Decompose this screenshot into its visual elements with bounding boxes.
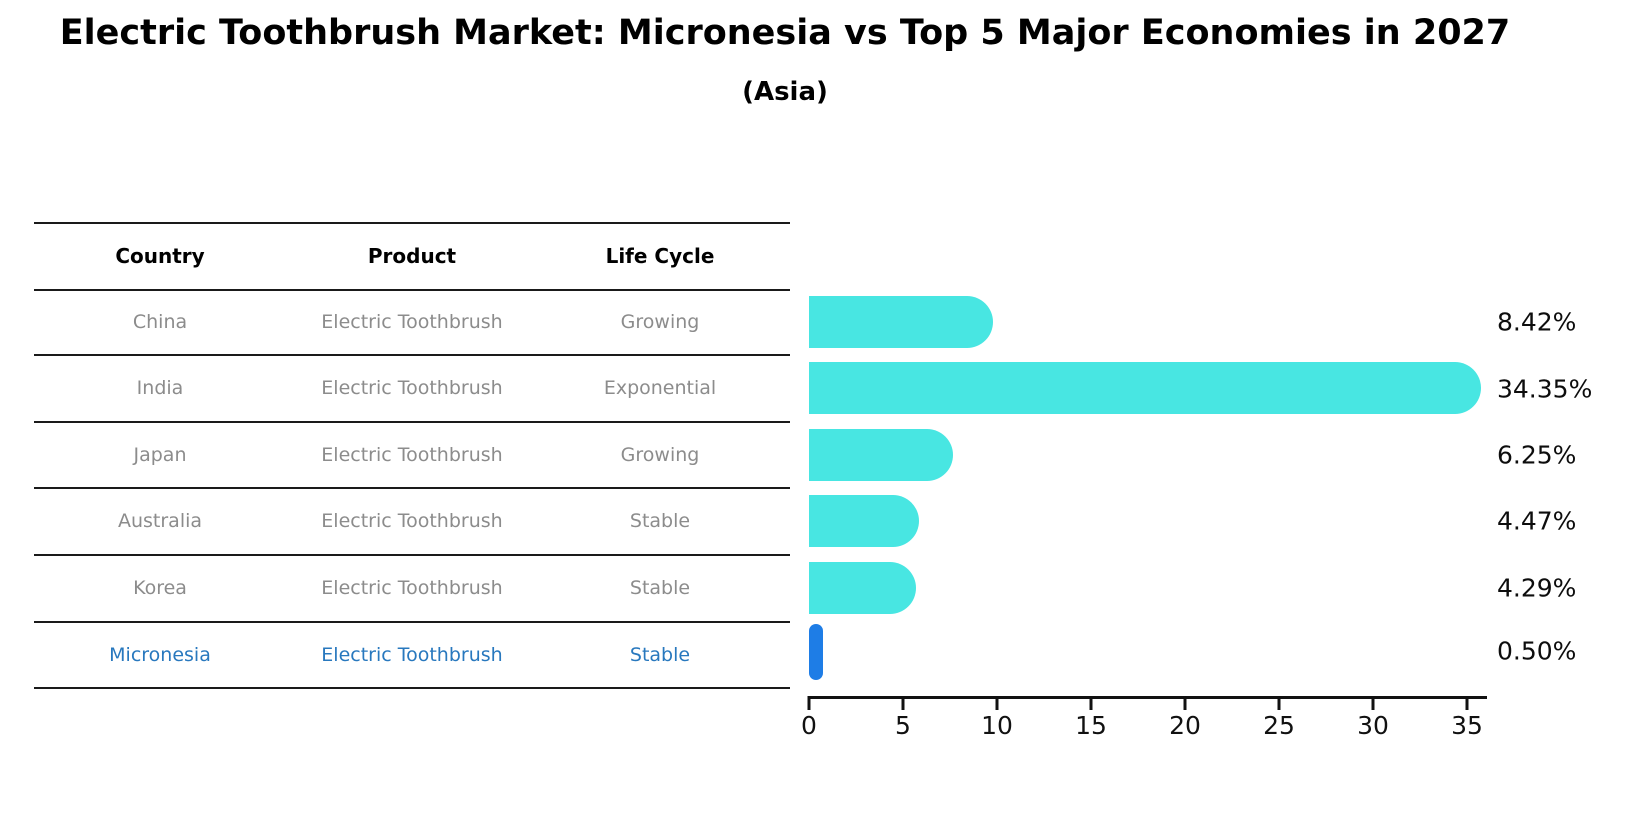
x-tick-label: 30 bbox=[1357, 711, 1389, 740]
table-rule bbox=[34, 687, 790, 689]
cell-country: Australia bbox=[117, 510, 203, 532]
table-rule bbox=[34, 354, 790, 356]
cell-product: Electric Toothbrush bbox=[321, 377, 503, 399]
table-rule bbox=[34, 487, 790, 489]
cell-lifecycle: Growing bbox=[620, 444, 700, 466]
page-title: Electric Toothbrush Market: Micronesia v… bbox=[59, 13, 1511, 53]
cell-product: Electric Toothbrush bbox=[321, 577, 503, 599]
table-rule bbox=[34, 421, 790, 423]
col-header-product: Product bbox=[367, 244, 457, 268]
value-label: 0.50% bbox=[1497, 636, 1577, 666]
cell-product-highlighted: Electric Toothbrush bbox=[321, 644, 503, 666]
x-axis-tick bbox=[1183, 696, 1187, 710]
bar-korea bbox=[809, 562, 916, 614]
x-tick-label: 15 bbox=[1075, 711, 1107, 740]
x-axis-tick bbox=[1089, 696, 1093, 710]
value-label: 6.25% bbox=[1497, 440, 1577, 470]
x-axis-tick bbox=[995, 696, 999, 710]
x-axis-line bbox=[808, 696, 1487, 699]
bar-china bbox=[809, 296, 993, 348]
table-rule bbox=[34, 554, 790, 556]
table-rule bbox=[34, 621, 790, 623]
table-rule bbox=[34, 222, 790, 224]
cell-lifecycle-highlighted: Stable bbox=[629, 644, 691, 666]
value-label: 4.29% bbox=[1497, 573, 1577, 603]
x-tick-label: 20 bbox=[1169, 711, 1201, 740]
x-axis-tick bbox=[901, 696, 905, 710]
bar-australia bbox=[809, 495, 919, 547]
value-label: 4.47% bbox=[1497, 506, 1577, 536]
page-subtitle: (Asia) bbox=[742, 77, 828, 107]
cell-product: Electric Toothbrush bbox=[321, 444, 503, 466]
value-label: 8.42% bbox=[1497, 307, 1577, 337]
value-label: 34.35% bbox=[1497, 374, 1593, 404]
cell-lifecycle: Exponential bbox=[603, 377, 717, 399]
x-axis-tick bbox=[1371, 696, 1375, 710]
col-header-lifecycle: Life Cycle bbox=[605, 244, 715, 268]
cell-country: Japan bbox=[133, 444, 187, 466]
table-rule bbox=[34, 289, 790, 291]
cell-lifecycle: Growing bbox=[620, 311, 700, 333]
bar-japan bbox=[809, 429, 953, 481]
x-tick-label: 35 bbox=[1451, 711, 1483, 740]
bar-india bbox=[809, 362, 1481, 414]
x-tick-label: 10 bbox=[981, 711, 1013, 740]
x-axis-tick bbox=[1465, 696, 1469, 710]
col-header-country: Country bbox=[115, 244, 205, 268]
x-tick-label: 25 bbox=[1263, 711, 1295, 740]
cell-country: India bbox=[136, 377, 184, 399]
x-axis-tick bbox=[807, 696, 811, 710]
cell-lifecycle: Stable bbox=[629, 577, 691, 599]
cell-country: Korea bbox=[133, 577, 187, 599]
cell-product: Electric Toothbrush bbox=[321, 510, 503, 532]
cell-country: China bbox=[132, 311, 188, 333]
bar-micronesia bbox=[809, 624, 823, 680]
x-axis-tick bbox=[1277, 696, 1281, 710]
cell-country-highlighted: Micronesia bbox=[109, 644, 211, 666]
cell-lifecycle: Stable bbox=[629, 510, 691, 532]
x-tick-label: 0 bbox=[801, 711, 817, 740]
x-tick-label: 5 bbox=[895, 711, 911, 740]
cell-product: Electric Toothbrush bbox=[321, 311, 503, 333]
